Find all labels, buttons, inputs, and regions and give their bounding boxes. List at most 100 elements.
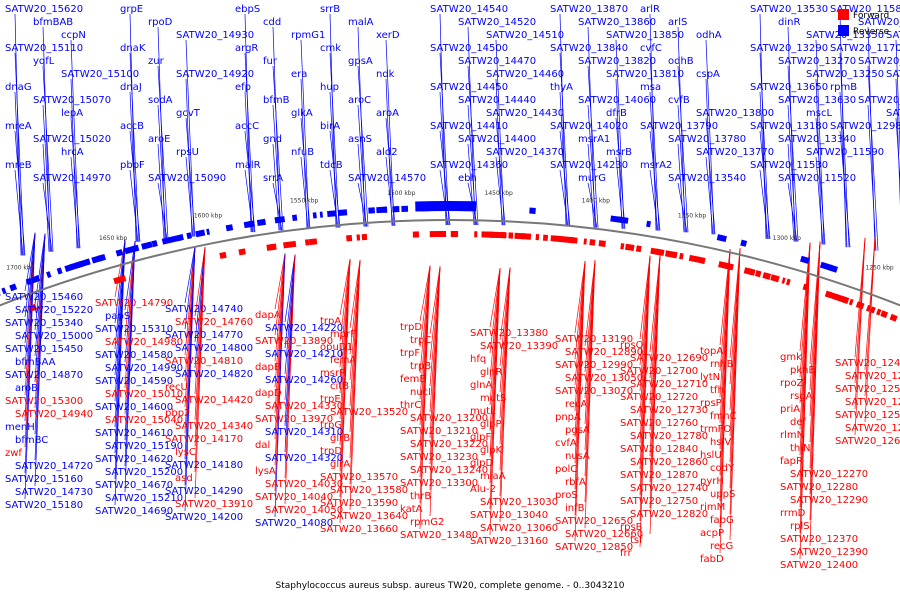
reverse-gene-arrow [368, 207, 376, 214]
gene-label-forward: uppS [710, 489, 735, 500]
gene-label-forward: SATW20_12370 [780, 534, 858, 545]
gene-label-forward: glpK [480, 445, 502, 456]
reverse-gene-arrow [401, 205, 409, 212]
gene-label-reverse: SATW20_14400 [458, 134, 536, 145]
gene-label-reverse: SATW20_14260 [265, 375, 343, 386]
gene-label-reverse: SATW20_13860 [578, 17, 656, 28]
gene-label-reverse: SATW20_15180 [5, 500, 83, 511]
gene-label-forward: glrA [330, 459, 350, 470]
gene-label-reverse: SATW20_14970 [33, 173, 111, 184]
gene-label-reverse: SATW20_14610 [95, 428, 173, 439]
forward-gene-arrow [308, 238, 318, 246]
reverse-gene-arrow [115, 249, 124, 257]
leader-line [244, 130, 256, 233]
gene-label-forward: citB [330, 381, 349, 392]
leader-line [499, 267, 511, 523]
reverse-gene-arrow [186, 232, 192, 240]
gene-label-forward: SATW20_12780 [630, 431, 708, 442]
gene-label-reverse: SATW20_14230 [550, 160, 628, 171]
reverse-gene-arrow [616, 216, 629, 224]
gene-label-reverse: SATW20_11650 [886, 30, 900, 41]
leader-line [419, 265, 431, 530]
forward-gene-arrow [361, 233, 368, 241]
gene-label-reverse: SATW20_13650 [750, 82, 828, 93]
leader-line [24, 232, 36, 318]
forward-gene-arrow [876, 308, 882, 316]
gene-labels: SATW20_15620 bfmBAB ccpN SATW20_15110 yqfL SA… [5, 4, 900, 571]
reverse-gene-arrow [529, 207, 536, 214]
leader-line [14, 130, 26, 256]
gene-label-forward: rplS [790, 521, 810, 532]
gene-label-forward: SATW20_14940 [15, 409, 93, 420]
gene-label-reverse: SATW20_14450 [430, 82, 508, 93]
gene-label-forward: rpoZ [780, 378, 804, 389]
gene-label-reverse: SATW20_14290 [165, 486, 243, 497]
gene-label-forward: SATW20_13480 [400, 530, 478, 541]
scale-tick-label: 1500 kbp [387, 190, 415, 197]
leader-line [489, 268, 501, 536]
forward-gene-arrow [542, 234, 549, 241]
gene-label-reverse: papS [105, 311, 130, 322]
gene-label-reverse: SATW20_13790 [640, 121, 718, 132]
scale-tick-label: 1250 kbp [865, 265, 893, 272]
leader-line [419, 265, 431, 348]
gene-label-reverse: aroC [348, 95, 371, 106]
leader-line [357, 143, 365, 227]
gene-label-forward: dapB [255, 362, 281, 373]
gene-label-forward: rlmN [780, 430, 804, 441]
reverse-gene-arrow [151, 240, 158, 248]
leader-line [559, 91, 568, 227]
gene-label-reverse: aroA [376, 108, 399, 119]
gene-label-forward: gmk [780, 352, 802, 363]
reverse-gene-arrow [171, 234, 183, 243]
gene-label-forward: femA [330, 355, 356, 366]
scale-tick-label: 1700 kbp [6, 265, 34, 272]
gene-label-forward: frr [620, 548, 632, 559]
gene-label-reverse: arlS [668, 17, 687, 28]
gene-label-reverse: menH [5, 422, 35, 433]
gene-label-forward: miaA [480, 471, 506, 482]
reverse-gene-arrow [274, 216, 286, 224]
scale-tick-label: 1650 kbp [99, 235, 127, 242]
gene-label-reverse: cvfC [640, 43, 662, 54]
reverse-gene-arrow [256, 218, 266, 227]
leader-line [854, 237, 866, 436]
gene-label-forward: pbp2 [165, 408, 190, 419]
gene-label-forward: SATW20_13070 [555, 386, 633, 397]
forward-gene-arrow [356, 234, 361, 241]
gene-label-forward: rnhB [710, 359, 734, 370]
leader-line [587, 182, 598, 228]
gene-label-forward: topA [700, 346, 723, 357]
gene-label-reverse: ndk [376, 69, 395, 80]
gene-label-forward: trpA [320, 316, 341, 327]
forward-gene-arrow [880, 310, 889, 319]
forward-gene-arrow [589, 239, 596, 246]
leader-line [439, 52, 450, 226]
gene-label-reverse: SATW20_12980 [830, 121, 900, 132]
leader-line [649, 130, 661, 231]
forward-gene-arrow [598, 240, 606, 247]
map-caption: Staphylococcus aureus subsp. aureus TW20… [276, 581, 625, 591]
leader-line [244, 91, 253, 233]
leader-line [184, 246, 196, 304]
gene-label-forward: glnR [480, 367, 502, 378]
gene-label-reverse: SATW20_11580 [830, 4, 900, 15]
gene-label-forward: SATW20_15010 [105, 389, 183, 400]
gene-label-reverse: tdcB [320, 160, 343, 171]
scale-tick-label: 1400 kbp [582, 198, 610, 205]
gene-label-forward: fabG [710, 515, 734, 526]
gene-label-reverse: accC [235, 121, 259, 132]
gene-label-reverse: SATW20_14740 [165, 304, 243, 315]
reverse-gene-arrow [327, 210, 337, 218]
gene-label-reverse: SATW20_15200 [105, 467, 183, 478]
reverse-gene-arrow [131, 244, 140, 253]
gene-label-reverse: rpoD [148, 17, 173, 28]
leader-line [70, 156, 79, 249]
leader-line [584, 260, 596, 347]
gene-label-reverse: odhB [668, 56, 694, 67]
gene-label-reverse: SATW20_14570 [348, 173, 426, 184]
leader-line [615, 156, 624, 229]
forward-gene-arrow [762, 272, 772, 280]
gene-label-forward: msrR [320, 368, 346, 379]
forward-gene-arrow [774, 275, 779, 282]
